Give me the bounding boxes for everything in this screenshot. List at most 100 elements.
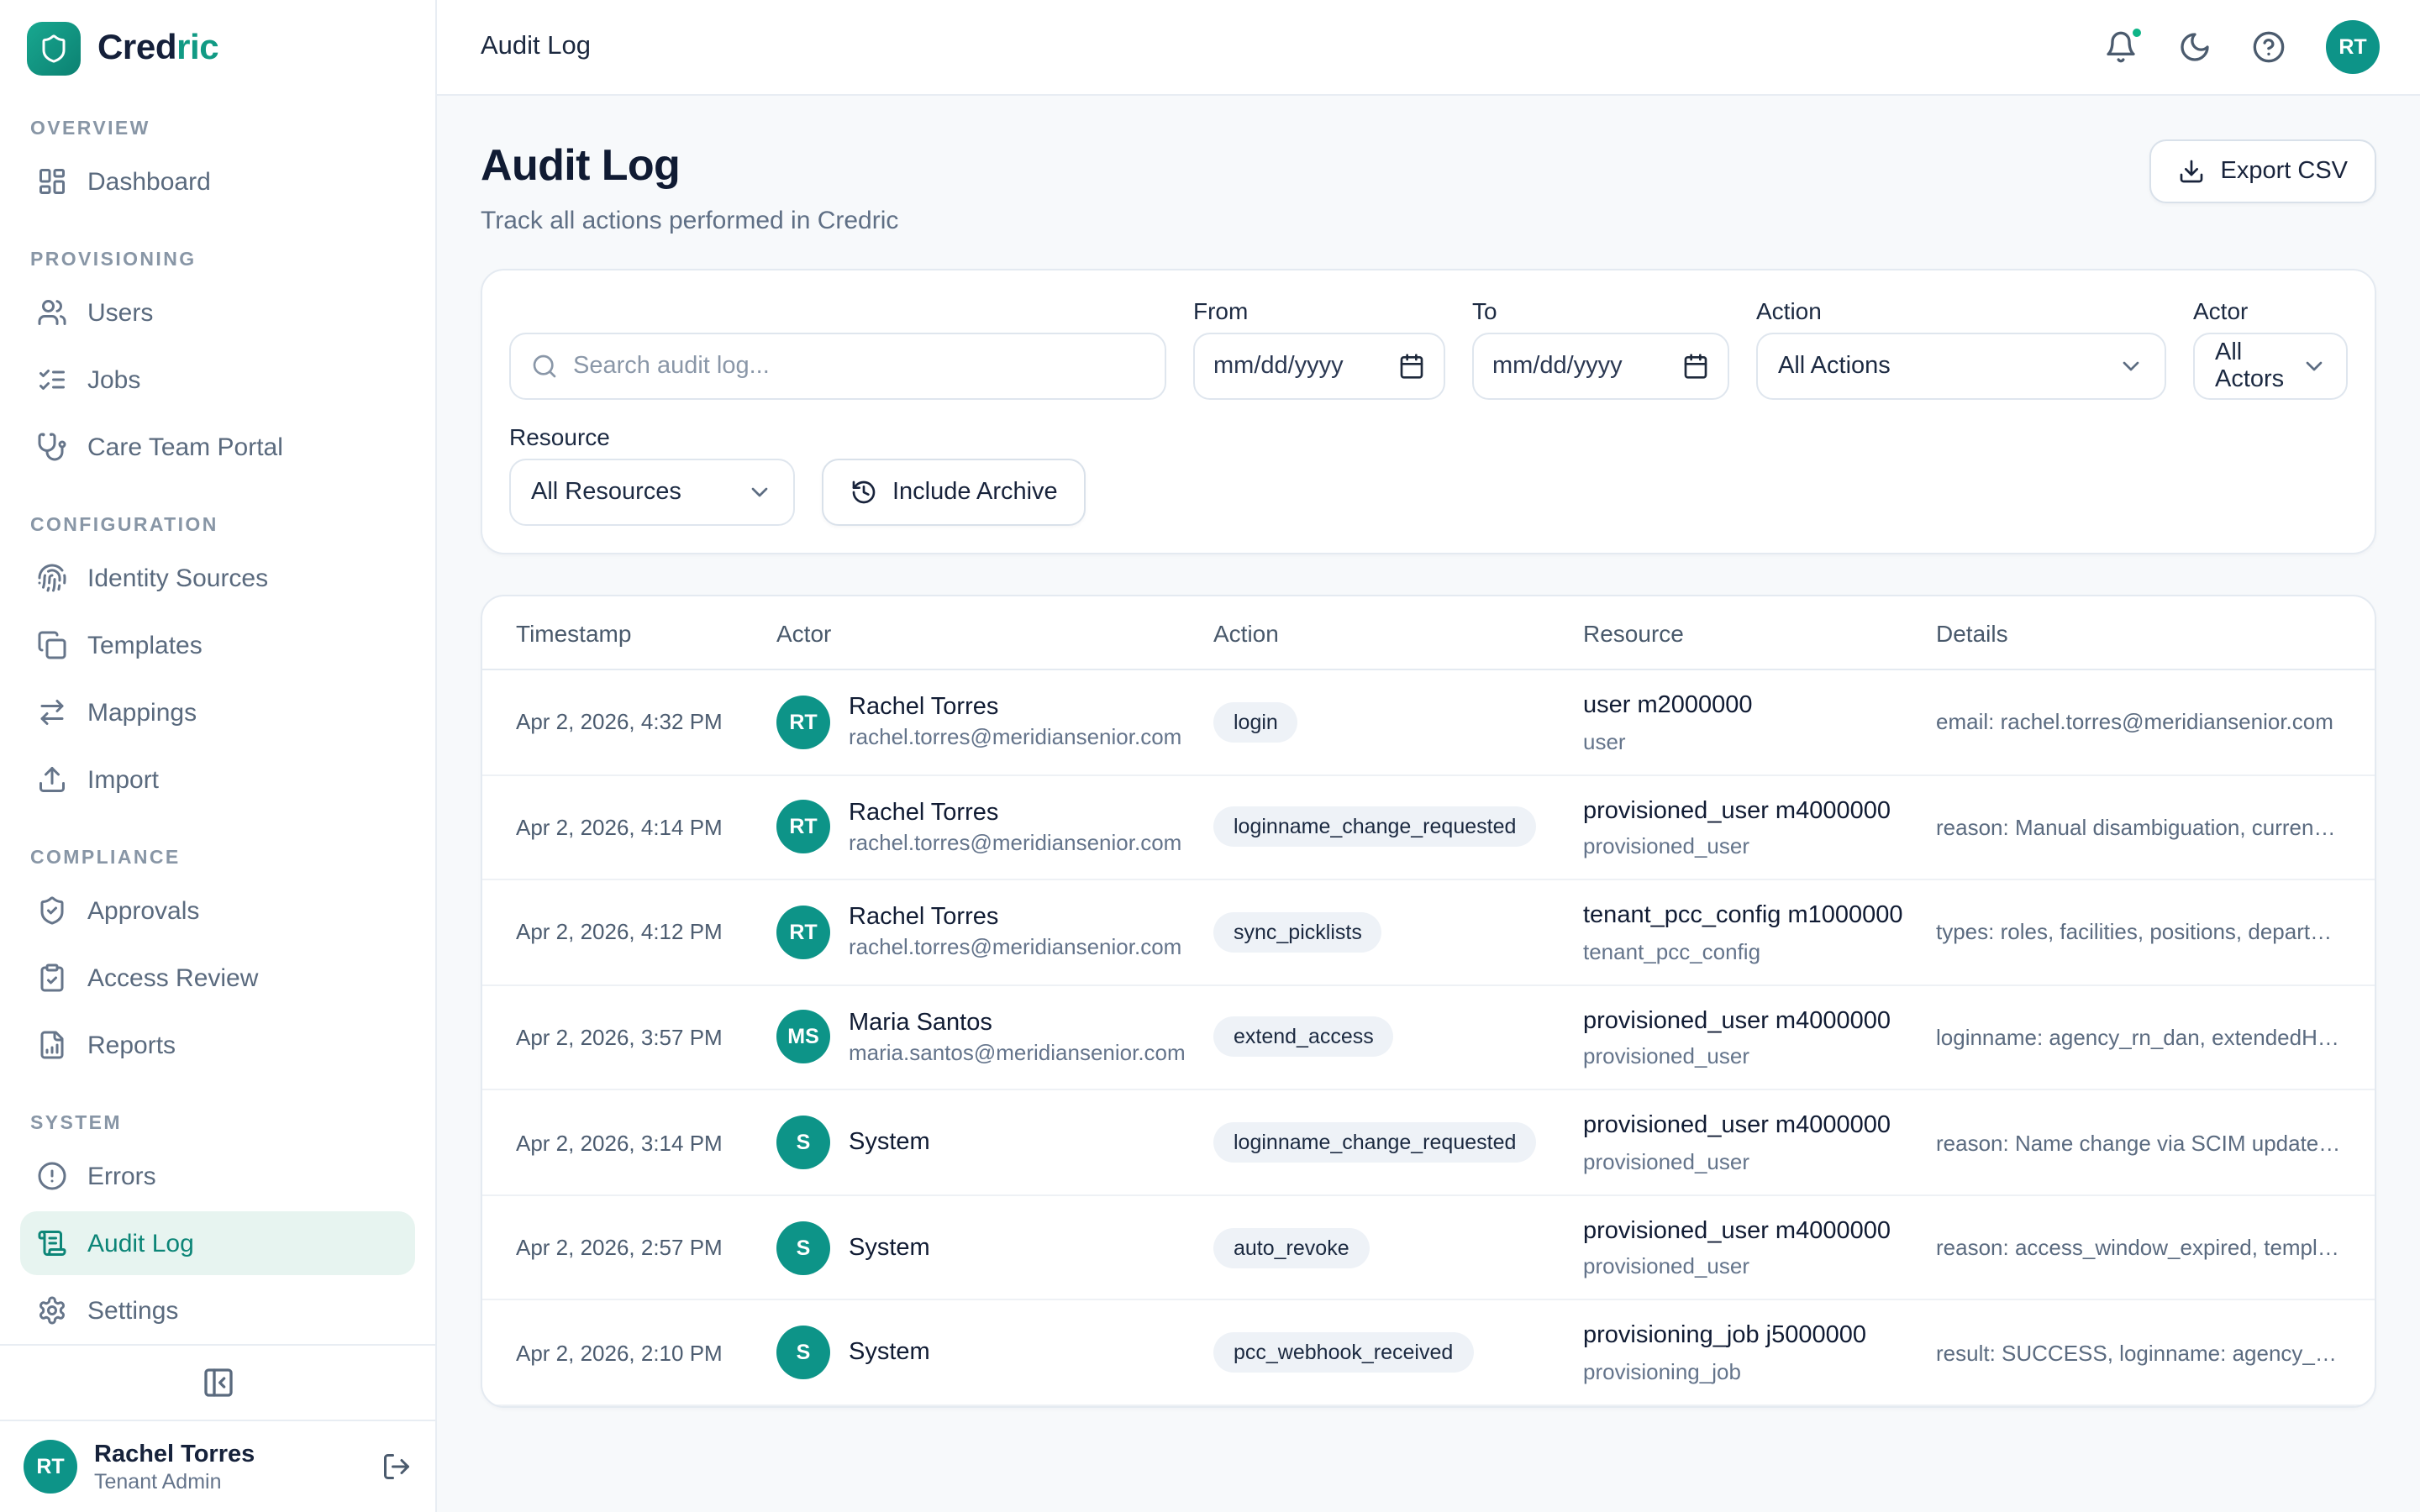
logout-icon[interactable] bbox=[381, 1452, 412, 1482]
help-icon[interactable] bbox=[2252, 30, 2286, 64]
row-actor: RT Rachel Torres rachel.torres@meridians… bbox=[776, 800, 1197, 855]
actor-texts: Maria Santos maria.santos@meridiansenior… bbox=[849, 1010, 1186, 1065]
action-filter: Action All Actions bbox=[1756, 297, 2166, 400]
sidebar-item-label: Users bbox=[87, 298, 153, 327]
resource-name: user m2000000 bbox=[1583, 690, 1919, 723]
actor-email: rachel.torres@meridiansenior.com bbox=[849, 725, 1181, 750]
search-input[interactable] bbox=[573, 353, 1144, 380]
from-date-input[interactable]: mm/dd/yyyy bbox=[1193, 333, 1445, 400]
row-timestamp: Apr 2, 2026, 3:14 PM bbox=[516, 1130, 760, 1155]
actor-texts: Rachel Torres rachel.torres@meridianseni… bbox=[849, 905, 1181, 960]
topbar-title: Audit Log bbox=[481, 32, 591, 62]
nav-section-provisioning: PROVISIONING bbox=[0, 250, 435, 270]
table-row[interactable]: Apr 2, 2026, 4:14 PM RT Rachel Torres ra… bbox=[482, 775, 2375, 880]
row-resource: provisioned_user m4000000 provisioned_us… bbox=[1583, 1005, 1919, 1068]
sidebar-item-import[interactable]: Import bbox=[20, 748, 415, 811]
history-icon bbox=[850, 479, 877, 506]
sidebar-item-label: Dashboard bbox=[87, 167, 211, 196]
file-chart-icon bbox=[37, 1030, 67, 1060]
search-box bbox=[509, 333, 1166, 400]
sidebar-item-label: Care Team Portal bbox=[87, 433, 283, 461]
topbar-avatar[interactable]: RT bbox=[2326, 20, 2380, 74]
sidebar-item-care-team-portal[interactable]: Care Team Portal bbox=[20, 415, 415, 479]
row-actor: S System bbox=[776, 1116, 1197, 1169]
actor-name: Maria Santos bbox=[849, 1010, 1186, 1037]
topbar: Audit Log RT bbox=[437, 0, 2420, 96]
checklist-icon bbox=[37, 365, 67, 395]
row-details: result: SUCCESS, loginname: agency_rn_ke… bbox=[1936, 1340, 2341, 1365]
include-archive-button[interactable]: Include Archive bbox=[822, 459, 1086, 526]
sidebar-item-reports[interactable]: Reports bbox=[20, 1013, 415, 1077]
actor-select[interactable]: All Actors bbox=[2193, 333, 2348, 400]
calendar-icon bbox=[1682, 353, 1709, 380]
alert-circle-icon bbox=[37, 1161, 67, 1191]
actor-name: System bbox=[849, 1234, 930, 1261]
sidebar-nav: OVERVIEW Dashboard PROVISIONING Users Jo… bbox=[0, 96, 435, 1344]
sidebar-item-label: Errors bbox=[87, 1162, 156, 1190]
sidebar-item-access-review[interactable]: Access Review bbox=[20, 946, 415, 1010]
sidebar-item-approvals[interactable]: Approvals bbox=[20, 879, 415, 942]
export-csv-label: Export CSV bbox=[2221, 158, 2349, 185]
actor-email: maria.santos@meridiansenior.com bbox=[849, 1040, 1186, 1065]
sidebar-item-label: Access Review bbox=[87, 963, 258, 992]
sidebar-item-label: Reports bbox=[87, 1031, 176, 1059]
to-filter: To mm/dd/yyyy bbox=[1472, 297, 1729, 400]
sidebar-item-label: Mappings bbox=[87, 698, 197, 727]
sidebar-collapse-button[interactable] bbox=[194, 1359, 241, 1406]
sidebar-item-mappings[interactable]: Mappings bbox=[20, 680, 415, 744]
stethoscope-icon bbox=[37, 432, 67, 462]
sidebar-user[interactable]: RT Rachel Torres Tenant Admin bbox=[0, 1420, 435, 1512]
actor-email: rachel.torres@meridiansenior.com bbox=[849, 830, 1181, 855]
from-filter: From mm/dd/yyyy bbox=[1193, 297, 1445, 400]
actor-name: Rachel Torres bbox=[849, 905, 1181, 932]
resource-select[interactable]: All Resources bbox=[509, 459, 795, 526]
table-row[interactable]: Apr 2, 2026, 3:57 PM MS Maria Santos mar… bbox=[482, 985, 2375, 1090]
resource-label: Resource bbox=[509, 423, 795, 450]
dashboard-icon bbox=[37, 166, 67, 197]
table-row[interactable]: Apr 2, 2026, 4:32 PM RT Rachel Torres ra… bbox=[482, 670, 2375, 775]
row-resource: provisioned_user m4000000 provisioned_us… bbox=[1583, 1216, 1919, 1279]
to-date-input[interactable]: mm/dd/yyyy bbox=[1472, 333, 1729, 400]
resource-name: provisioning_job j5000000 bbox=[1583, 1321, 1919, 1354]
sidebar-item-settings[interactable]: Settings bbox=[20, 1278, 415, 1342]
row-actor: RT Rachel Torres rachel.torres@meridians… bbox=[776, 905, 1197, 960]
table-row[interactable]: Apr 2, 2026, 2:10 PM S System pcc_webhoo… bbox=[482, 1301, 2375, 1406]
clipboard-check-icon bbox=[37, 963, 67, 993]
actor-email: rachel.torres@meridiansenior.com bbox=[849, 935, 1181, 960]
export-csv-button[interactable]: Export CSV bbox=[2150, 139, 2377, 203]
dark-mode-moon-icon[interactable] bbox=[2178, 30, 2212, 64]
page-subtitle: Track all actions performed in Credric bbox=[481, 207, 898, 235]
col-timestamp: Timestamp bbox=[516, 619, 760, 646]
scroll-icon bbox=[37, 1228, 67, 1258]
sidebar-item-templates[interactable]: Templates bbox=[20, 613, 415, 677]
resource-name: tenant_pcc_config m1000000 bbox=[1583, 900, 1919, 933]
actor-label: Actor bbox=[2193, 297, 2348, 324]
action-select[interactable]: All Actions bbox=[1756, 333, 2166, 400]
resource-type: provisioned_user bbox=[1583, 1149, 1919, 1174]
sidebar-item-audit-log[interactable]: Audit Log bbox=[20, 1211, 415, 1275]
sidebar-item-dashboard[interactable]: Dashboard bbox=[20, 150, 415, 213]
row-resource: provisioned_user m4000000 provisioned_us… bbox=[1583, 1111, 1919, 1174]
row-details: reason: Name change via SCIM update, cur… bbox=[1936, 1130, 2341, 1155]
actor-avatar: S bbox=[776, 1326, 830, 1379]
sidebar-item-jobs[interactable]: Jobs bbox=[20, 348, 415, 412]
sidebar-item-errors[interactable]: Errors bbox=[20, 1144, 415, 1208]
to-label: To bbox=[1472, 297, 1729, 324]
actor-avatar: RT bbox=[776, 906, 830, 959]
copy-icon bbox=[37, 630, 67, 660]
table-row[interactable]: Apr 2, 2026, 4:12 PM RT Rachel Torres ra… bbox=[482, 880, 2375, 985]
upload-icon bbox=[37, 764, 67, 795]
sidebar-item-users[interactable]: Users bbox=[20, 281, 415, 344]
sidebar-item-identity-sources[interactable]: Identity Sources bbox=[20, 546, 415, 610]
resource-type: user bbox=[1583, 728, 1919, 753]
actor-texts: System bbox=[849, 1129, 930, 1156]
action-badge: extend_access bbox=[1213, 1017, 1394, 1058]
row-resource: provisioned_user m4000000 provisioned_us… bbox=[1583, 795, 1919, 858]
table-row[interactable]: Apr 2, 2026, 2:57 PM S System auto_revok… bbox=[482, 1196, 2375, 1301]
chevron-down-icon bbox=[746, 479, 773, 506]
row-actor: S System bbox=[776, 1221, 1197, 1274]
notifications-bell-icon[interactable] bbox=[2104, 30, 2138, 64]
actor-avatar: RT bbox=[776, 801, 830, 854]
table-header-row: Timestamp Actor Action Resource Details bbox=[482, 596, 2375, 670]
table-row[interactable]: Apr 2, 2026, 3:14 PM S System loginname_… bbox=[482, 1091, 2375, 1196]
